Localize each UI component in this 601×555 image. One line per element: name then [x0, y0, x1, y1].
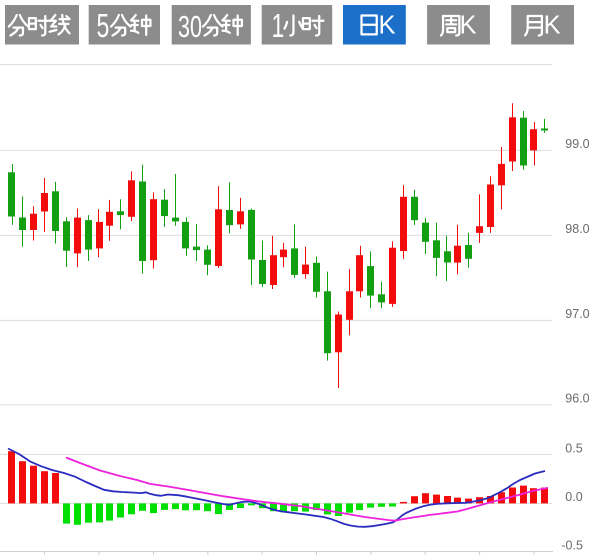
svg-text:98.0: 98.0 [565, 222, 589, 236]
svg-text:96.0: 96.0 [565, 392, 589, 406]
svg-text:K: K [379, 11, 396, 39]
svg-text:1: 1 [272, 8, 285, 45]
svg-text:0.0: 0.0 [565, 490, 582, 504]
svg-text:K: K [544, 11, 561, 39]
svg-text:-0.5: -0.5 [561, 538, 583, 552]
svg-text:99.0: 99.0 [565, 137, 589, 151]
svg-text:K: K [460, 11, 477, 39]
svg-text:0.5: 0.5 [565, 441, 582, 455]
svg-text:30: 30 [178, 9, 202, 44]
svg-text:5: 5 [97, 8, 110, 45]
svg-text:97.0: 97.0 [565, 307, 589, 321]
